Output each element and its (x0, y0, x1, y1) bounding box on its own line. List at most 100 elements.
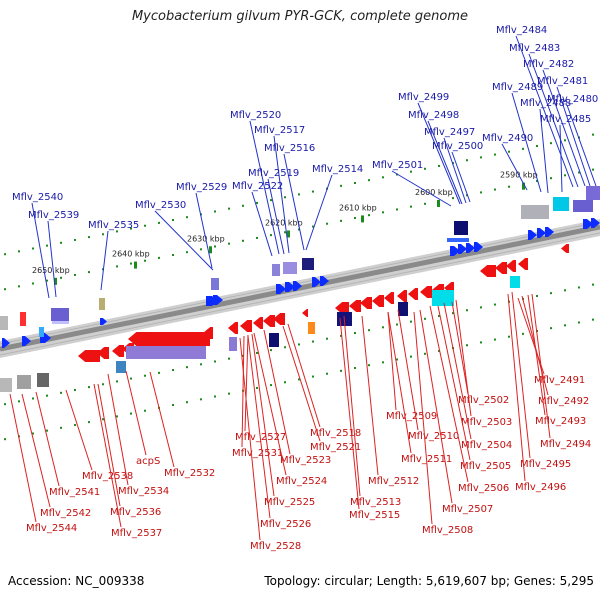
gene-label-lower[interactable]: Mflv_2510 (408, 431, 459, 442)
gene-label-upper[interactable]: Mflv_2497 (424, 127, 475, 138)
tick-dot (116, 380, 118, 383)
gene-label-lower[interactable]: Mflv_2495 (520, 459, 571, 470)
gene-label-upper[interactable]: Mflv_2529 (176, 182, 227, 193)
gene-label-upper[interactable]: Mflv_2535 (88, 220, 139, 231)
gene-leader-line (9, 393, 37, 523)
tick-dot (32, 397, 34, 400)
gene-label-upper[interactable]: Mflv_2481 (537, 76, 588, 87)
gene-label-upper[interactable]: Mflv_2499 (398, 92, 449, 103)
tick-dot (74, 388, 76, 391)
gene-label-upper[interactable]: Mflv_2522 (232, 181, 283, 192)
gene-leader-line (343, 315, 361, 497)
gene-label-lower[interactable]: Mflv_2536 (110, 507, 161, 518)
gene-label-lower[interactable]: Mflv_2532 (164, 468, 215, 479)
tick-dot (32, 247, 34, 250)
gene-label-lower[interactable]: Mflv_2505 (460, 461, 511, 472)
gene-label-upper[interactable]: Mflv_2489 (492, 82, 543, 93)
gene-label-lower[interactable]: Mflv_2537 (111, 528, 162, 539)
gene-label-lower[interactable]: Mflv_2531 (232, 448, 283, 459)
major-tick (54, 277, 57, 285)
gene-label-upper[interactable]: Mflv_2498 (408, 110, 459, 121)
gene-label-lower[interactable]: Mflv_2492 (538, 396, 589, 407)
gene-label-lower[interactable]: Mflv_2508 (422, 525, 473, 536)
gene-label-lower[interactable]: Mflv_2513 (350, 497, 401, 508)
gene-label-upper[interactable]: Mflv_2482 (523, 59, 574, 70)
gene-label-lower[interactable]: Mflv_2544 (26, 523, 77, 534)
gene-label-lower[interactable]: Mflv_2518 (310, 428, 361, 439)
tick-dot (522, 332, 524, 335)
gene-label-lower[interactable]: Mflv_2542 (40, 508, 91, 519)
gene-label-lower[interactable]: Mflv_2523 (280, 455, 331, 466)
feature-box (0, 378, 12, 392)
gene-leader-line (154, 210, 214, 271)
gene-label-lower[interactable]: Mflv_2528 (250, 541, 301, 552)
gene-label-lower[interactable]: Mflv_2534 (118, 486, 169, 497)
tick-dot (270, 199, 272, 202)
gene-label-upper[interactable]: Mflv_2520 (230, 110, 281, 121)
gene-label-upper[interactable]: Mflv_2488 (520, 98, 571, 109)
gene-label-lower[interactable]: Mflv_2526 (260, 519, 311, 530)
gene-label-lower[interactable]: Mflv_2506 (458, 483, 509, 494)
forward-gene-arrow (213, 295, 223, 305)
gene-label-upper[interactable]: Mflv_2516 (264, 143, 315, 154)
gene-label-lower[interactable]: Mflv_2541 (49, 487, 100, 498)
gene-label-upper[interactable]: Mflv_2539 (28, 210, 79, 221)
forward-gene-arrow (537, 228, 546, 238)
gene-leader-line (31, 202, 50, 299)
gene-label-upper[interactable]: Mflv_2480 (547, 94, 598, 105)
gene-label-lower[interactable]: Mflv_2538 (82, 471, 133, 482)
gene-leader-line (451, 301, 469, 395)
gene-label-lower[interactable]: Mflv_2525 (264, 497, 315, 508)
tick-dot (550, 142, 552, 145)
gene-label-upper[interactable]: Mflv_2484 (496, 25, 547, 36)
major-tick (209, 246, 212, 254)
gene-leader-line (419, 309, 453, 504)
tick-dot (228, 357, 230, 360)
gene-label-lower[interactable]: Mflv_2512 (368, 476, 419, 487)
gene-leader-line (387, 311, 397, 411)
gene-leader-line (527, 294, 546, 416)
gene-label-lower[interactable]: Mflv_2515 (349, 510, 400, 521)
gene-leader-line (239, 337, 261, 541)
tick-dot (46, 244, 48, 247)
gene-label-lower[interactable]: Mflv_2491 (534, 375, 585, 386)
gene-label-upper[interactable]: Mflv_2483 (509, 43, 560, 54)
gene-label-lower[interactable]: Mflv_2504 (461, 440, 512, 451)
gene-label-upper[interactable]: Mflv_2490 (482, 133, 533, 144)
figure-title: Mycobacterium gilvum PYR-GCK, complete g… (131, 9, 469, 24)
reverse-gene-arrow (240, 320, 252, 332)
gene-label-upper[interactable]: Mflv_2501 (372, 160, 423, 171)
feature-box (51, 308, 69, 321)
tick-dot (494, 303, 496, 306)
tick-dot (228, 207, 230, 210)
tick-dot (340, 334, 342, 337)
gene-label-lower[interactable]: Mflv_2496 (515, 482, 566, 493)
gene-label-lower[interactable]: Mflv_2493 (535, 416, 586, 427)
gene-label-upper[interactable]: Mflv_2519 (248, 168, 299, 179)
gene-label-lower[interactable]: Mflv_2521 (310, 442, 361, 453)
gene-label-lower[interactable]: Mflv_2503 (461, 417, 512, 428)
backbone-edge-bottom (0, 232, 600, 356)
gene-label-upper[interactable]: Mflv_2485 (540, 114, 591, 125)
tick-dot (46, 279, 48, 282)
gene-label-upper[interactable]: Mflv_2517 (254, 125, 305, 136)
tick-dot (4, 403, 6, 406)
gene-label-lower[interactable]: acpS (136, 456, 160, 467)
gene-label-upper[interactable]: Mflv_2540 (12, 192, 63, 203)
backbone-line (0, 224, 600, 352)
gene-label-lower[interactable]: Mflv_2509 (386, 411, 437, 422)
gene-label-lower[interactable]: Mflv_2502 (458, 395, 509, 406)
gene-label-upper[interactable]: Mflv_2500 (432, 141, 483, 152)
gene-label-lower[interactable]: Mflv_2524 (276, 476, 327, 487)
major-tick (287, 230, 290, 238)
gene-label-upper[interactable]: Mflv_2530 (135, 200, 186, 211)
gene-label-lower[interactable]: Mflv_2507 (442, 504, 493, 515)
tick-dot (144, 224, 146, 227)
feature-box (116, 361, 126, 373)
tick-dot (592, 318, 594, 321)
gene-label-upper[interactable]: Mflv_2514 (312, 164, 363, 175)
feature-box (269, 333, 279, 347)
tick-label: 2620 kbp (265, 218, 303, 227)
gene-label-lower[interactable]: Mflv_2494 (540, 439, 591, 450)
